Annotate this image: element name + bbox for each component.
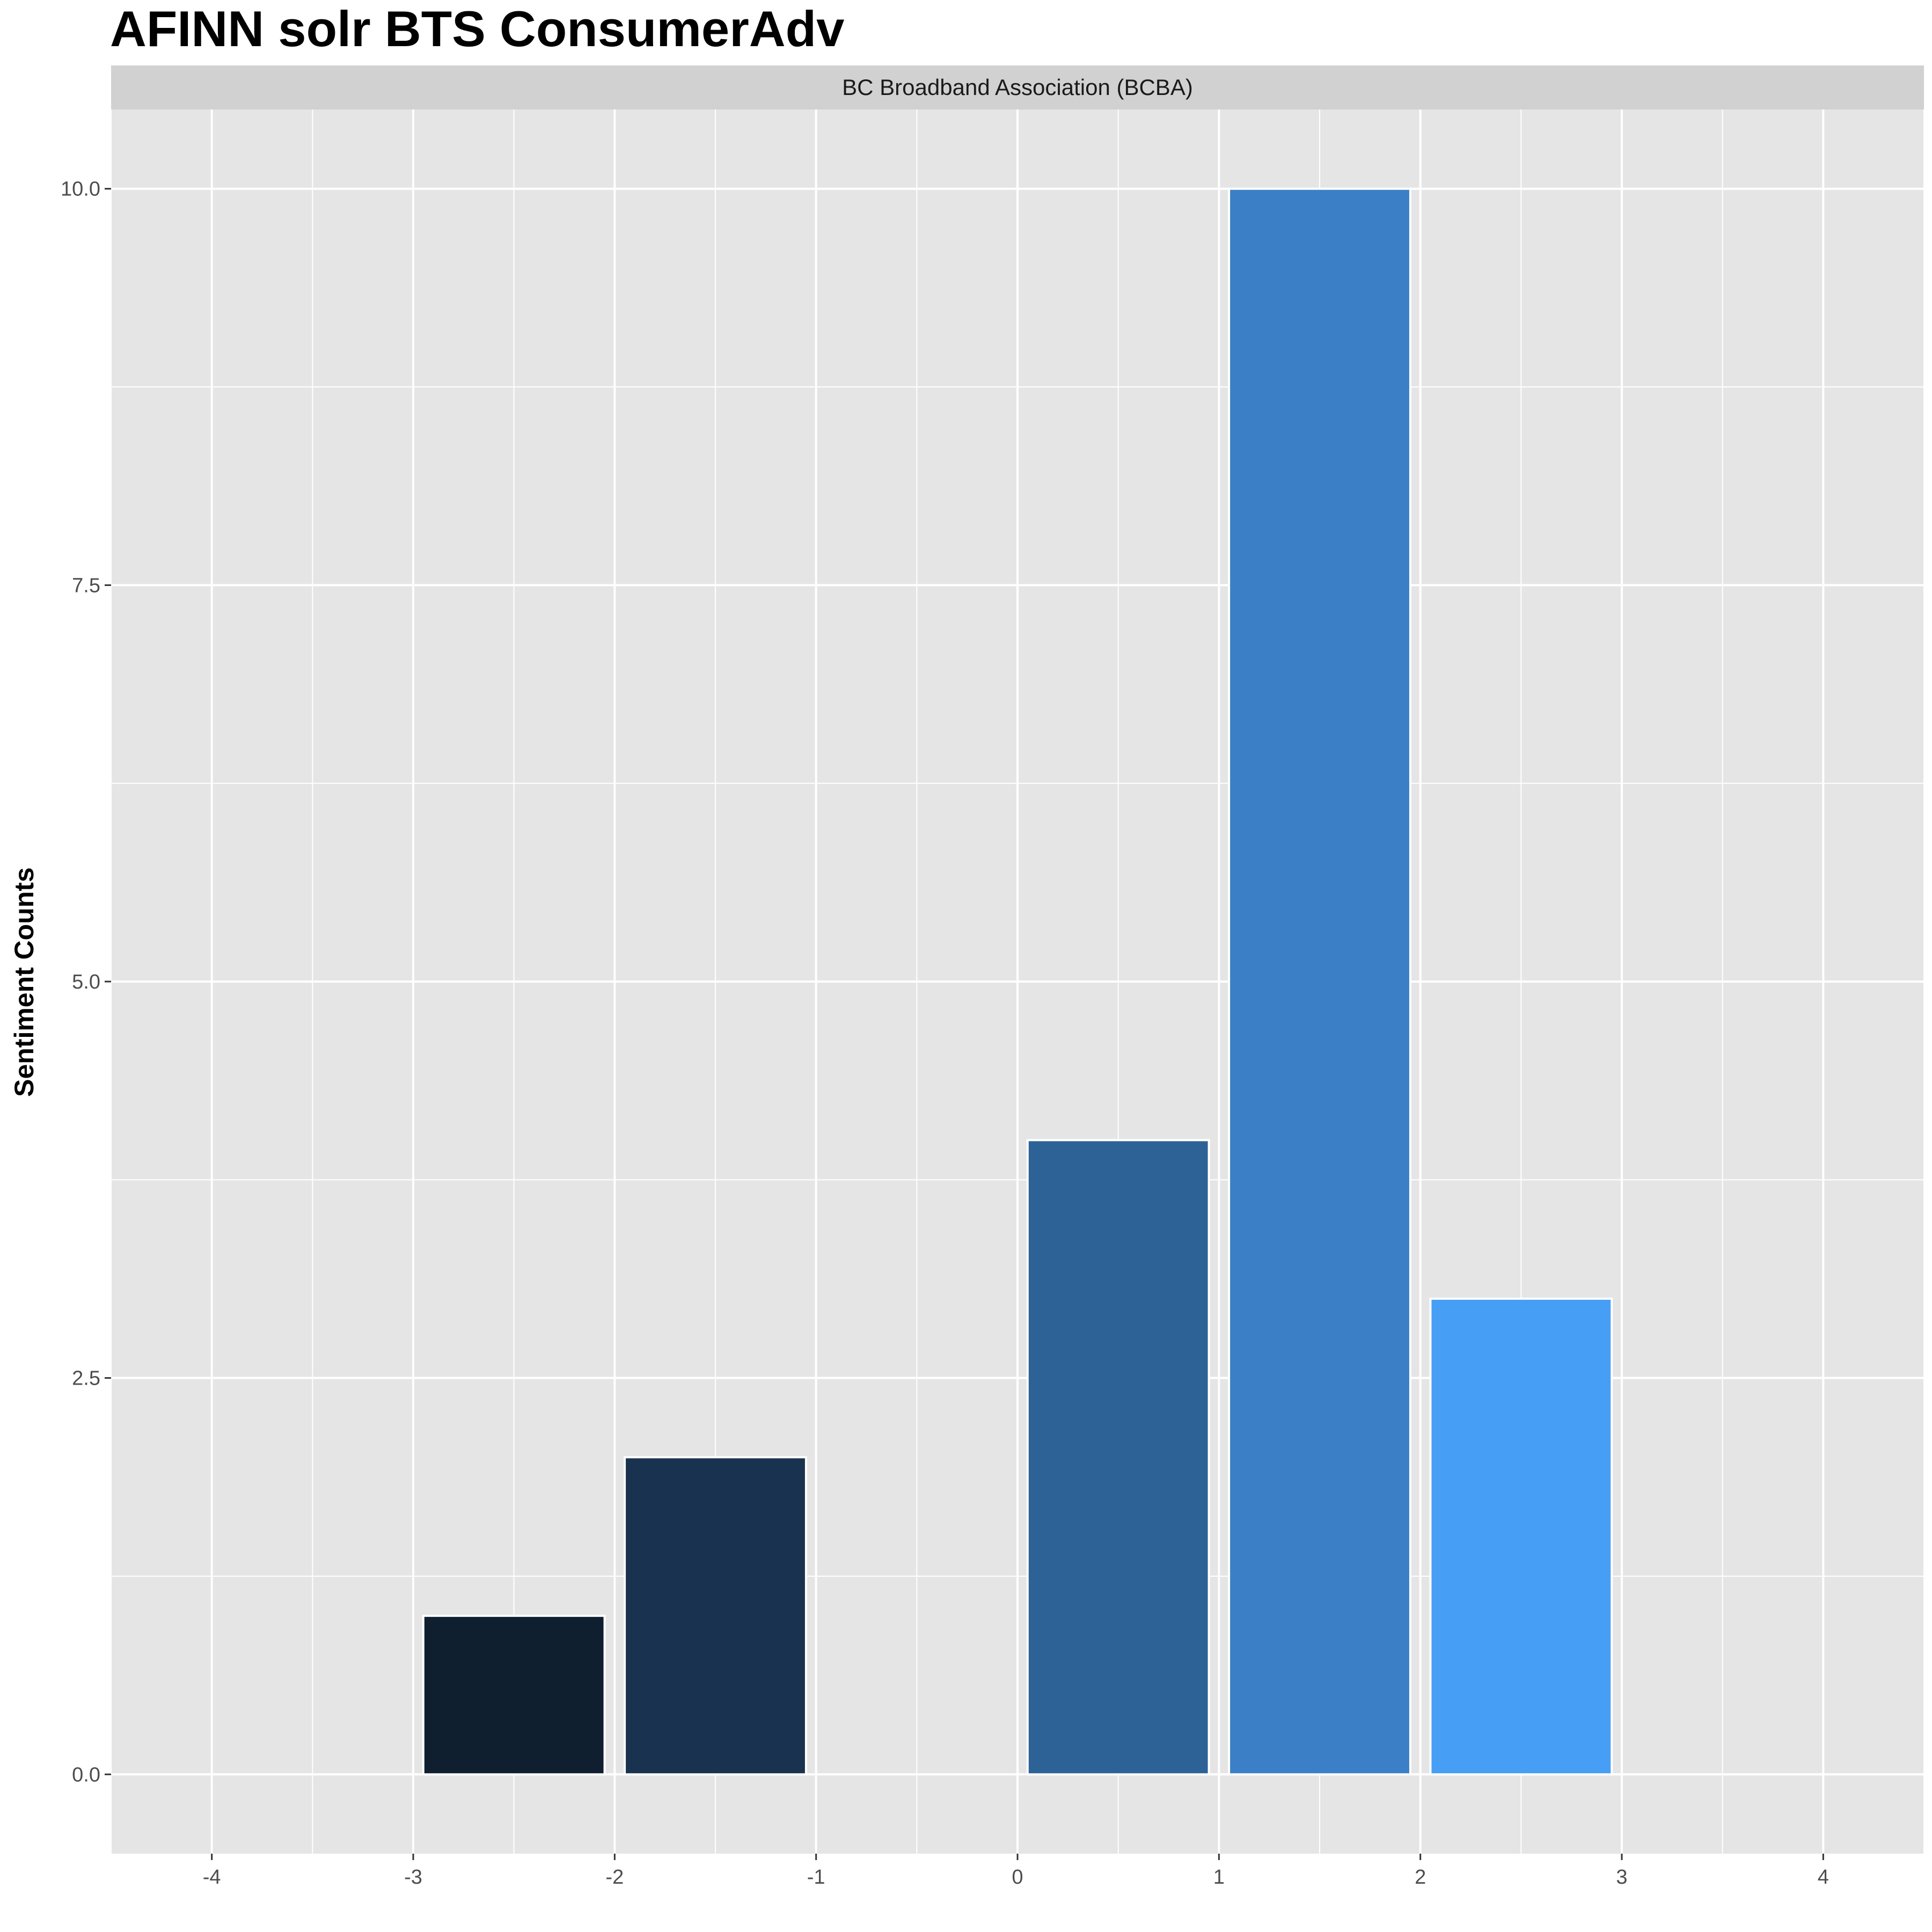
- y-tick-label: 0.0: [72, 1763, 100, 1786]
- bar-2: [1429, 1297, 1613, 1776]
- bar-0: [1026, 1139, 1210, 1776]
- chart-title: AFINN solr BTS ConsumerAdv: [110, 1, 845, 57]
- bar--3: [422, 1614, 606, 1776]
- x-tick-label: -4: [203, 1866, 221, 1889]
- x-tick-label: 1: [1213, 1866, 1225, 1889]
- major-gridlines: [111, 109, 1924, 1854]
- x-tick-label: -1: [807, 1866, 825, 1889]
- bar-1: [1228, 187, 1411, 1776]
- x-tick-label: 2: [1415, 1866, 1426, 1889]
- y-tick-label: 10.0: [61, 178, 100, 201]
- x-tick-label: 3: [1616, 1866, 1627, 1889]
- bar--2: [624, 1456, 807, 1776]
- y-axis-title: Sentiment Counts: [9, 867, 39, 1097]
- y-tick-label: 5.0: [72, 971, 100, 993]
- y-tick-label: 2.5: [72, 1367, 100, 1390]
- y-tick-label: 7.5: [72, 574, 100, 597]
- x-tick-label: 0: [1012, 1866, 1023, 1889]
- y-axis: 0.0 2.5 5.0 7.5 10.0: [61, 178, 111, 1786]
- x-tick-label: 4: [1818, 1866, 1829, 1889]
- facet-strip-label: BC Broadband Association (BCBA): [842, 75, 1193, 100]
- bar-series: [422, 187, 1613, 1776]
- x-tick-label: -3: [404, 1866, 422, 1889]
- facet-strip: [111, 65, 1924, 109]
- x-axis: -4 -3 -2 -1 0 1 2 3 4: [203, 1854, 1829, 1889]
- x-tick-label: -2: [605, 1866, 624, 1889]
